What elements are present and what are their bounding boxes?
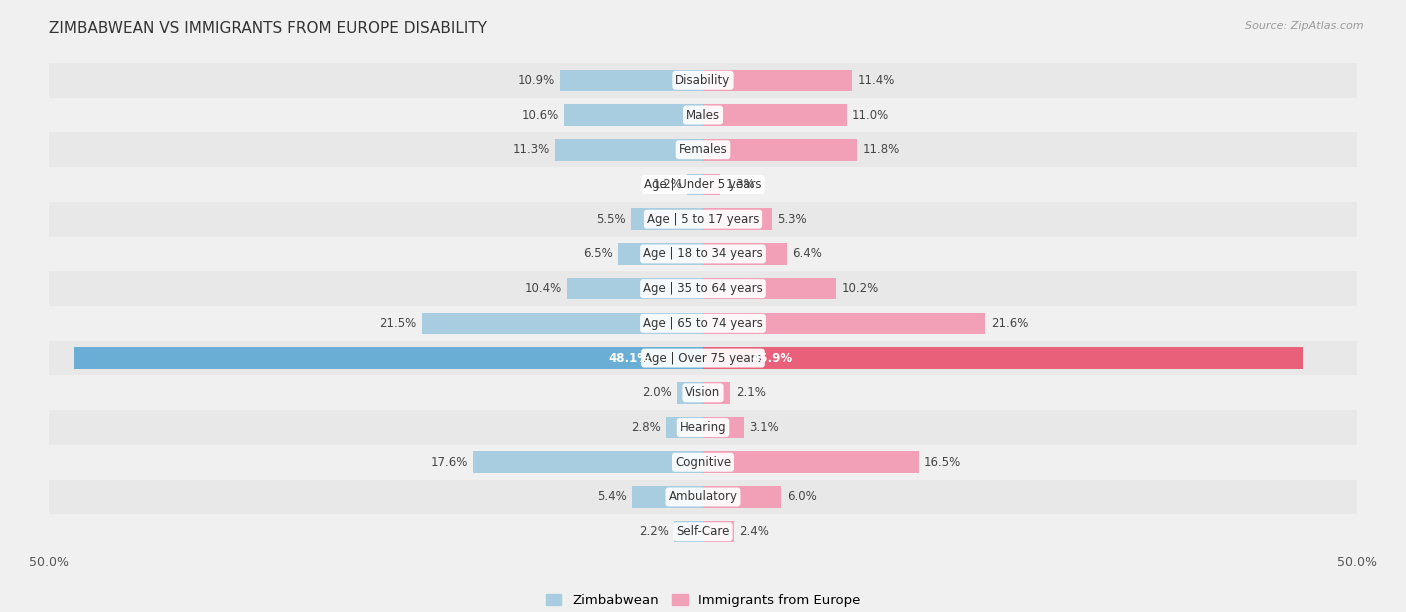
Text: Age | 65 to 74 years: Age | 65 to 74 years xyxy=(643,317,763,330)
Text: Males: Males xyxy=(686,108,720,122)
Text: 5.5%: 5.5% xyxy=(596,213,626,226)
Bar xyxy=(49,410,1357,445)
Text: 45.9%: 45.9% xyxy=(752,351,793,365)
Bar xyxy=(703,452,918,473)
Text: 5.3%: 5.3% xyxy=(778,213,807,226)
Text: 11.0%: 11.0% xyxy=(852,108,890,122)
Bar xyxy=(703,174,720,195)
Bar xyxy=(703,521,734,542)
Text: Age | Over 75 years: Age | Over 75 years xyxy=(644,351,762,365)
Text: 2.1%: 2.1% xyxy=(735,386,765,399)
Text: 21.5%: 21.5% xyxy=(380,317,416,330)
Bar xyxy=(49,445,1357,480)
Text: 6.4%: 6.4% xyxy=(792,247,821,261)
Bar xyxy=(49,480,1357,514)
Text: Self-Care: Self-Care xyxy=(676,525,730,538)
Bar xyxy=(703,139,858,160)
Bar xyxy=(688,174,703,195)
Text: Source: ZipAtlas.com: Source: ZipAtlas.com xyxy=(1246,21,1364,31)
Bar xyxy=(561,70,703,91)
Bar xyxy=(49,237,1357,271)
Text: Age | Under 5 years: Age | Under 5 years xyxy=(644,178,762,191)
Bar xyxy=(49,167,1357,202)
Text: Age | 5 to 17 years: Age | 5 to 17 years xyxy=(647,213,759,226)
Text: Age | 35 to 64 years: Age | 35 to 64 years xyxy=(643,282,763,295)
Bar xyxy=(49,132,1357,167)
Text: 10.9%: 10.9% xyxy=(517,74,555,87)
Bar xyxy=(703,382,731,403)
Text: 16.5%: 16.5% xyxy=(924,456,962,469)
Bar xyxy=(49,98,1357,132)
Text: 1.3%: 1.3% xyxy=(725,178,755,191)
Text: Disability: Disability xyxy=(675,74,731,87)
Legend: Zimbabwean, Immigrants from Europe: Zimbabwean, Immigrants from Europe xyxy=(540,589,866,612)
Text: 5.4%: 5.4% xyxy=(598,490,627,504)
Bar xyxy=(703,486,782,508)
Text: 10.4%: 10.4% xyxy=(524,282,562,295)
Text: 2.2%: 2.2% xyxy=(640,525,669,538)
Bar xyxy=(703,209,772,230)
Bar xyxy=(675,521,703,542)
Bar xyxy=(567,278,703,299)
Bar xyxy=(703,278,837,299)
Bar xyxy=(75,348,703,369)
Bar xyxy=(49,306,1357,341)
Bar xyxy=(422,313,703,334)
Bar xyxy=(49,202,1357,237)
Text: 10.2%: 10.2% xyxy=(842,282,879,295)
Bar xyxy=(703,313,986,334)
Bar xyxy=(703,417,744,438)
Text: 11.8%: 11.8% xyxy=(862,143,900,156)
Text: 2.0%: 2.0% xyxy=(643,386,672,399)
Text: Cognitive: Cognitive xyxy=(675,456,731,469)
Bar xyxy=(555,139,703,160)
Text: 3.1%: 3.1% xyxy=(749,421,779,434)
Text: 48.1%: 48.1% xyxy=(609,351,650,365)
Bar xyxy=(49,514,1357,549)
Bar xyxy=(703,243,787,264)
Bar xyxy=(676,382,703,403)
Text: Age | 18 to 34 years: Age | 18 to 34 years xyxy=(643,247,763,261)
Text: 21.6%: 21.6% xyxy=(991,317,1028,330)
Bar xyxy=(49,271,1357,306)
Bar xyxy=(619,243,703,264)
Text: 10.6%: 10.6% xyxy=(522,108,560,122)
Text: 11.3%: 11.3% xyxy=(513,143,550,156)
Text: 11.4%: 11.4% xyxy=(858,74,894,87)
Bar xyxy=(472,452,703,473)
Bar xyxy=(703,70,852,91)
Bar xyxy=(49,341,1357,375)
Text: Females: Females xyxy=(679,143,727,156)
Bar xyxy=(633,486,703,508)
Text: Vision: Vision xyxy=(685,386,721,399)
Bar xyxy=(703,104,846,126)
Bar xyxy=(703,348,1303,369)
Text: 2.4%: 2.4% xyxy=(740,525,769,538)
Text: 6.0%: 6.0% xyxy=(787,490,817,504)
Bar xyxy=(631,209,703,230)
Bar xyxy=(666,417,703,438)
Bar xyxy=(564,104,703,126)
Text: Hearing: Hearing xyxy=(679,421,727,434)
Text: ZIMBABWEAN VS IMMIGRANTS FROM EUROPE DISABILITY: ZIMBABWEAN VS IMMIGRANTS FROM EUROPE DIS… xyxy=(49,21,488,37)
Text: 17.6%: 17.6% xyxy=(430,456,468,469)
Text: Ambulatory: Ambulatory xyxy=(668,490,738,504)
Bar xyxy=(49,375,1357,410)
Text: 1.2%: 1.2% xyxy=(652,178,682,191)
Text: 2.8%: 2.8% xyxy=(631,421,661,434)
Bar xyxy=(49,63,1357,98)
Text: 6.5%: 6.5% xyxy=(583,247,613,261)
